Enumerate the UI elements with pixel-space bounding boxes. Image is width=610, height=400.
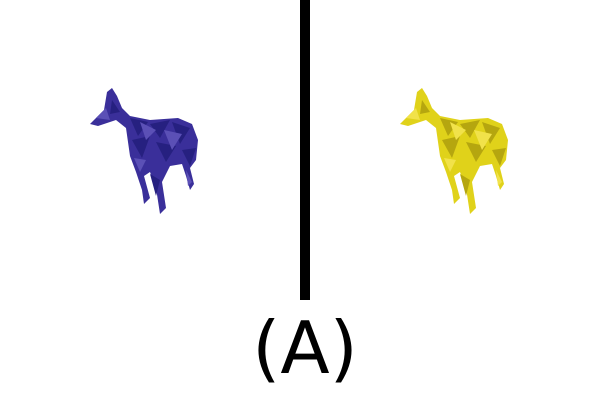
figure-caption: (A)	[252, 306, 358, 390]
left-panel	[0, 0, 300, 300]
vertical-divider	[300, 0, 310, 300]
blue-giraffe-icon	[90, 88, 198, 214]
yellow-giraffe-icon	[400, 88, 508, 214]
right-panel	[310, 0, 610, 300]
